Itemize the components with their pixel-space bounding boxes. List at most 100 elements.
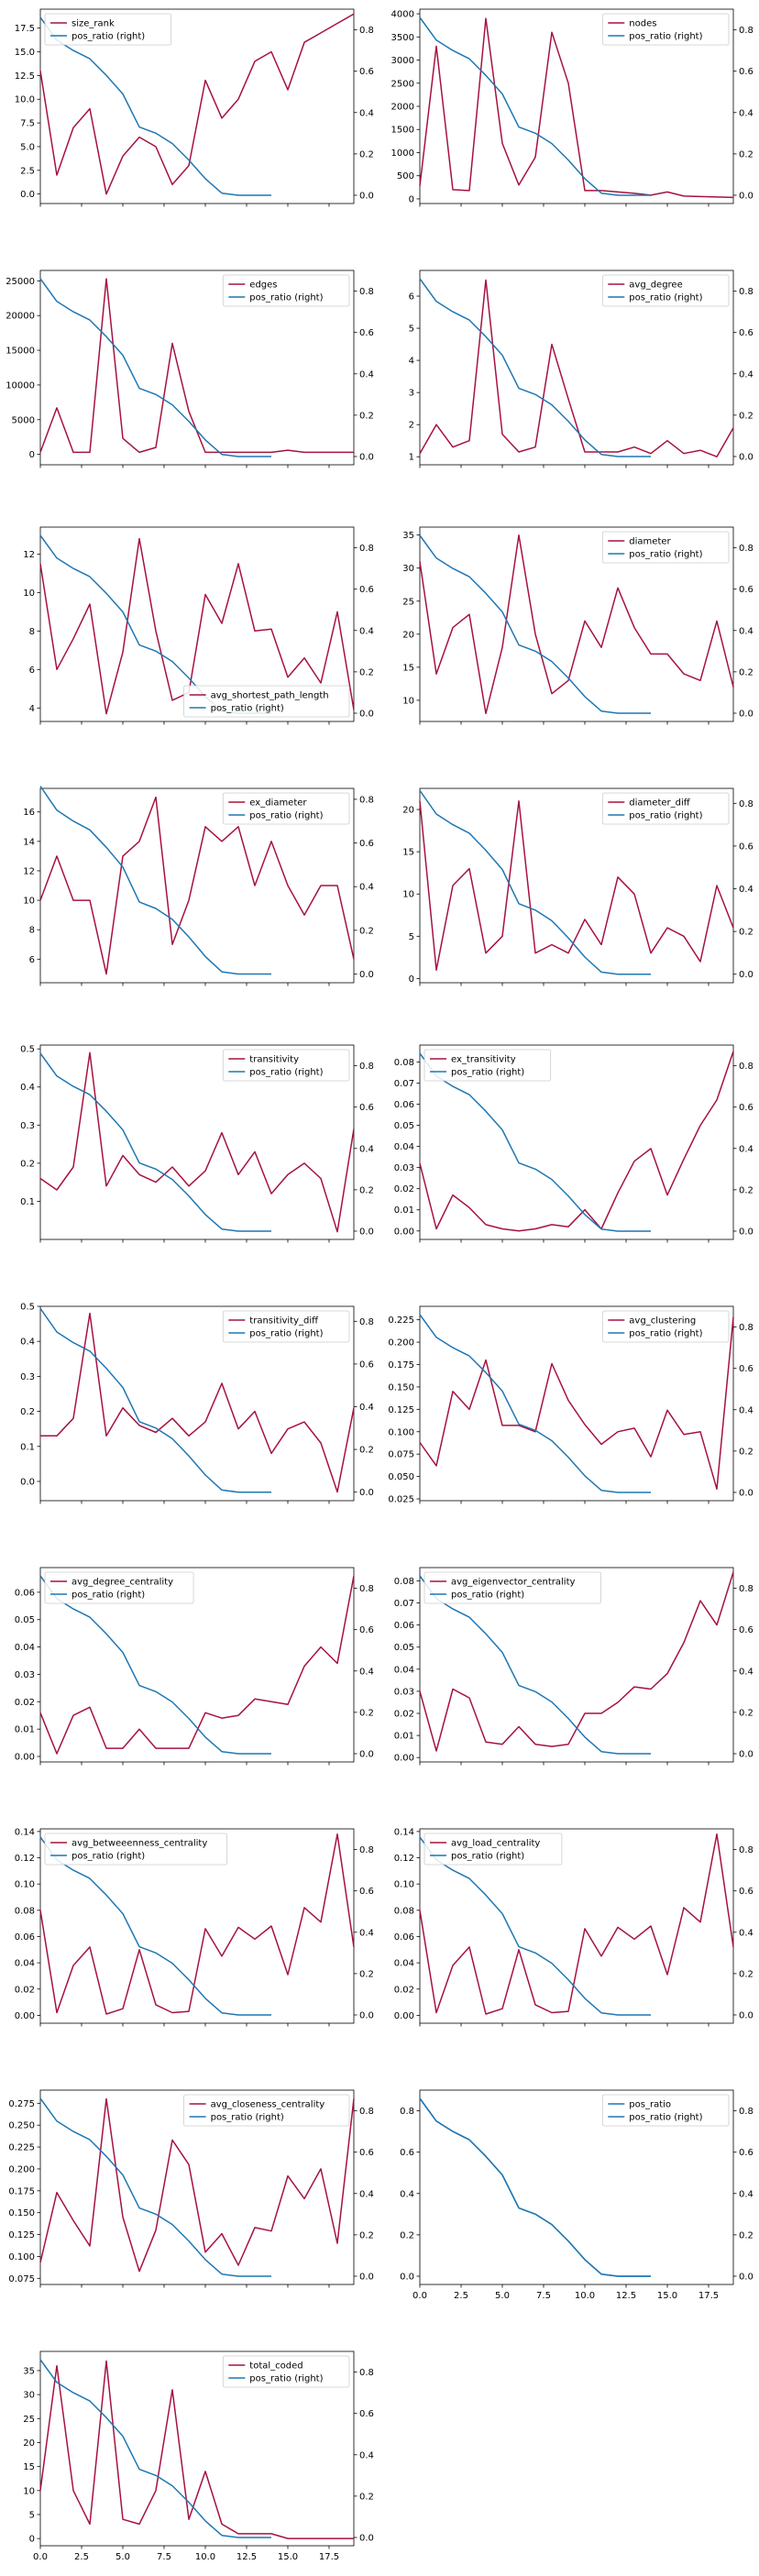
legend: diameter pos_ratio (right) xyxy=(601,531,730,564)
y2-tick-label: 0.0 xyxy=(359,1488,374,1498)
y-tick-label: 10 xyxy=(23,897,35,907)
y2-tick-label: 0.8 xyxy=(359,795,374,805)
y2-tick-label: 0.0 xyxy=(739,709,754,719)
legend-label: size_rank xyxy=(72,19,115,29)
legend: avg_closeness_centrality pos_ratio (right… xyxy=(183,2094,350,2127)
y-tick-label: 0.04 xyxy=(394,1959,414,1969)
y-tick-label: 4 xyxy=(409,357,414,367)
y2-tick-label: 0.0 xyxy=(739,1488,754,1498)
plot-frame xyxy=(419,2089,734,2285)
y-tick-label: 0.00 xyxy=(15,1753,35,1763)
legend-box xyxy=(222,1310,350,1343)
legend-label: pos_ratio (right) xyxy=(629,550,702,560)
legend-box xyxy=(601,2094,730,2127)
y2-tick-label: 0.4 xyxy=(739,885,754,895)
y-tick-label: 0.14 xyxy=(394,1827,414,1837)
y-tick-label: 12 xyxy=(23,866,35,876)
y-tick-label: 15.0 xyxy=(15,48,35,58)
y-tick-label: 4 xyxy=(29,704,35,714)
plot-frame xyxy=(39,1567,355,1763)
legend-label: total_coded xyxy=(249,2361,302,2372)
legend: pos_ratio pos_ratio (right) xyxy=(601,2094,730,2127)
y-tick-label: 0.03 xyxy=(394,1163,414,1173)
series-line-pos-ratio-right xyxy=(39,1052,271,1232)
plot-frame xyxy=(419,1305,734,1502)
y2-tick-label: 0.8 xyxy=(739,544,754,554)
y2-tick-label: 0.0 xyxy=(359,2533,374,2543)
y2-tick-label: 0.0 xyxy=(739,970,754,980)
legend-box xyxy=(601,792,730,825)
y-tick-label: 0.10 xyxy=(15,1880,35,1890)
legend-label: pos_ratio (right) xyxy=(629,293,702,303)
y-tick-label: 0.050 xyxy=(388,1472,414,1482)
y-tick-label: 8 xyxy=(29,627,35,637)
y2-tick-label: 0.8 xyxy=(359,2107,374,2117)
subplot-avg-clustering: 0.025 0.050 0.075 0.100 0.125 0.150 0.175 0.200… xyxy=(388,1305,754,1505)
y-tick-label: 1500 xyxy=(391,126,414,136)
legend: size_rank pos_ratio (right) xyxy=(44,13,172,46)
y-tick-label: 0.04 xyxy=(15,1643,35,1653)
series-line-pos-ratio-right xyxy=(39,2359,271,2538)
series-line-pos-ratio-right xyxy=(419,2097,651,2277)
legend-label: pos_ratio (right) xyxy=(451,1068,524,1078)
y2-tick-label: 0.0 xyxy=(359,191,374,201)
y-tick-label: 0.06 xyxy=(15,1588,35,1598)
legend-label: ex_diameter xyxy=(249,798,307,809)
x-tick-label: 0.0 xyxy=(412,2291,427,2301)
y-tick-label: 0.0 xyxy=(20,190,35,200)
y2-tick-label: 0.0 xyxy=(739,2272,754,2282)
y2-tick-label: 0.2 xyxy=(739,1447,754,1457)
legend-label: pos_ratio (right) xyxy=(249,1068,323,1078)
legend-label: avg_degree_centrality xyxy=(72,1578,173,1588)
legend-label: pos_ratio (right) xyxy=(249,2374,323,2384)
legend-box xyxy=(183,2094,350,2127)
series-line-pos-ratio-right xyxy=(39,2097,271,2277)
y2-tick-label: 0.0 xyxy=(359,709,374,719)
x-tick-label: 17.5 xyxy=(698,2291,719,2301)
plot-frame xyxy=(419,526,734,722)
y-tick-label: 0.175 xyxy=(388,1360,414,1371)
y-tick-label: 0.06 xyxy=(394,1932,414,1943)
y2-tick-label: 0.4 xyxy=(739,1667,754,1677)
plot-frame xyxy=(39,1828,355,2024)
y-tick-label: 0.02 xyxy=(394,1710,414,1720)
y2-tick-label: 0.8 xyxy=(739,1062,754,1072)
legend-box xyxy=(601,13,730,46)
x-tick-label: 12.5 xyxy=(236,2552,257,2562)
legend-label: pos_ratio (right) xyxy=(629,32,702,42)
legend-label: avg_load_centrality xyxy=(451,1839,540,1849)
legend-label: avg_eigenvector_centrality xyxy=(451,1578,576,1588)
y2-tick-label: 0.6 xyxy=(739,2148,754,2158)
series-line-pos-ratio-right xyxy=(419,278,651,457)
legend-label: pos_ratio (right) xyxy=(72,32,145,42)
legend: nodes pos_ratio (right) xyxy=(601,13,730,46)
x-tick-label: 10.0 xyxy=(575,2291,595,2301)
y2-tick-label: 0.8 xyxy=(359,544,374,554)
y2-tick-label: 0.0 xyxy=(739,1227,754,1237)
legend-box xyxy=(601,531,730,564)
y-tick-label: 0.07 xyxy=(394,1599,414,1609)
legend-box xyxy=(222,274,350,307)
y-tick-label: 0.3 xyxy=(20,1372,35,1382)
y2-tick-label: 0.2 xyxy=(359,667,374,677)
y2-tick-label: 0.0 xyxy=(739,2010,754,2020)
y-tick-label: 0.01 xyxy=(15,1725,35,1735)
y2-tick-label: 0.2 xyxy=(739,1969,754,1979)
y2-tick-label: 0.2 xyxy=(359,926,374,936)
y-tick-label: 10 xyxy=(23,2486,35,2496)
series-line-avg-betweeenness-centrality xyxy=(39,1833,355,2015)
y-tick-label: 0.08 xyxy=(15,1906,35,1916)
legend-box xyxy=(222,792,350,825)
legend-label: pos_ratio (right) xyxy=(211,2113,284,2123)
legend: transitivity_diff pos_ratio (right) xyxy=(222,1310,350,1343)
series-line-edges xyxy=(39,278,354,454)
subplot-avg-betweeenness-centrality: 0.00 0.02 0.04 0.06 0.08 0.10 0.12 0.14 0.0 0.2 0.… xyxy=(15,1827,374,2027)
y-tick-label: 0.4 xyxy=(20,1338,35,1348)
y2-tick-label: 0.2 xyxy=(359,2492,374,2502)
y-tick-label: 0 xyxy=(409,194,414,204)
subplot-avg-shortest-path-length: 4 6 8 10 12 0.0 0.2 0.4 0.6 0.8 avg_shortest_path_… xyxy=(23,526,374,725)
y-tick-label: 0.06 xyxy=(394,1100,414,1110)
y2-tick-label: 0.8 xyxy=(739,26,754,36)
y-tick-label: 15000 xyxy=(6,347,35,357)
